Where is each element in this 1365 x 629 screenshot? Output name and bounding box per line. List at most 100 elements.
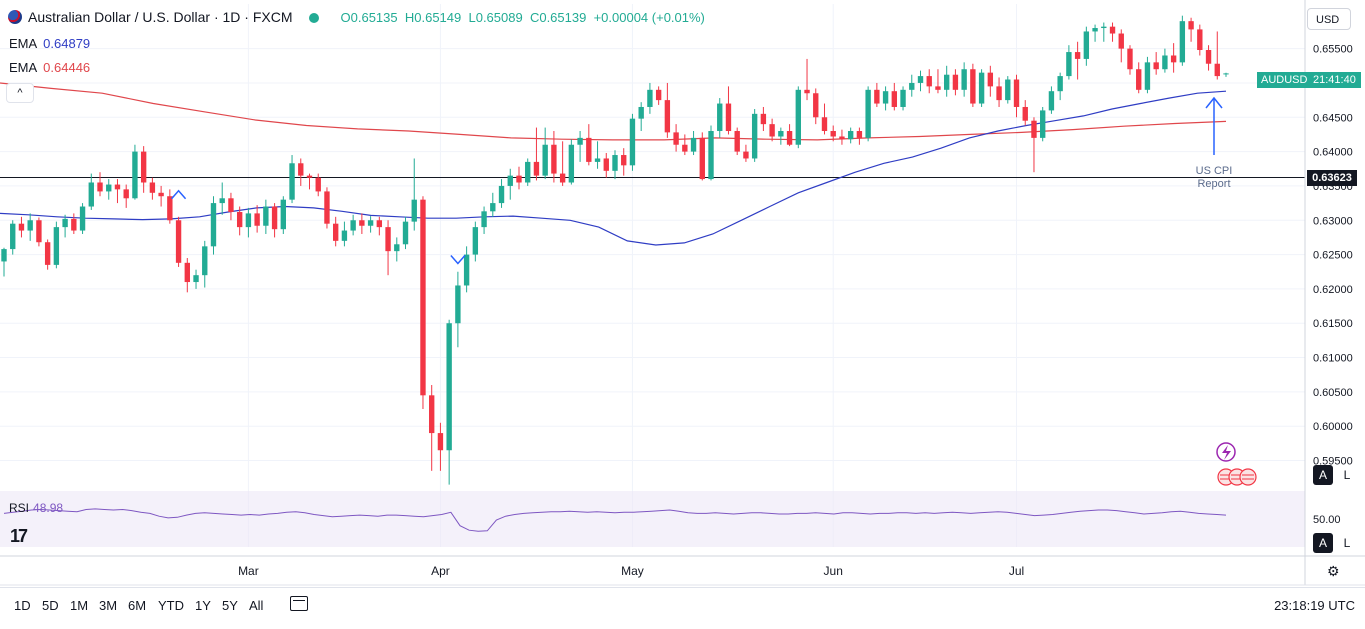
time-axis[interactable]: Mar Apr May Jun Jul xyxy=(238,564,1024,578)
candle-body xyxy=(254,213,260,226)
candle-body xyxy=(760,113,767,125)
candle-body xyxy=(429,395,435,434)
price-tick-label: 0.65500 xyxy=(1313,44,1353,56)
candle-body xyxy=(315,177,321,192)
candle-body xyxy=(472,227,479,255)
ema-fast-series xyxy=(0,90,1227,246)
ema-slow-legend[interactable]: EMA 0.64446 xyxy=(9,60,90,75)
candle-body xyxy=(1205,49,1212,64)
candle-body xyxy=(882,91,889,104)
price-tick-label: 0.62500 xyxy=(1313,250,1353,262)
candle-body xyxy=(1118,33,1124,49)
range-5y-button[interactable]: 5Y xyxy=(222,598,238,613)
grid xyxy=(0,4,1305,547)
range-5d-button[interactable]: 5D xyxy=(42,598,59,613)
candle-body xyxy=(36,220,42,243)
price-tick-label: 0.61500 xyxy=(1313,318,1353,330)
candle-body xyxy=(577,137,583,145)
candle-body xyxy=(193,275,199,283)
symbol-title[interactable]: Australian Dollar / U.S. Dollar · 1D · F… xyxy=(28,9,293,25)
candle-body xyxy=(1022,106,1028,121)
range-1y-button[interactable]: 1Y xyxy=(195,598,211,613)
candle-body xyxy=(743,151,749,159)
candle-body xyxy=(839,136,845,140)
candle-body xyxy=(88,182,94,207)
lightning-bolt-icon xyxy=(1222,445,1231,460)
candle-body xyxy=(184,262,190,283)
candle-body xyxy=(1,249,7,262)
candle-body xyxy=(568,144,575,183)
rsi-band xyxy=(0,491,1305,547)
tradingview-logo-icon[interactable]: 17 xyxy=(10,526,28,546)
candle-body xyxy=(1092,28,1098,32)
price-tick-label: 0.64500 xyxy=(1313,112,1353,124)
candle-body xyxy=(900,89,906,107)
rsi-label: RSI xyxy=(9,501,30,515)
log-scale-button[interactable]: L xyxy=(1343,468,1351,482)
range-1d-button[interactable]: 1D xyxy=(14,598,31,613)
candle-body xyxy=(1170,55,1177,63)
range-all-button[interactable]: All xyxy=(249,598,264,613)
candle-body xyxy=(751,113,758,159)
candle-body xyxy=(699,137,705,180)
candle-body xyxy=(594,158,601,162)
candle-body xyxy=(167,196,173,221)
time-tick-label: Jun xyxy=(824,564,843,578)
current-price-tag: AUDUSD 21:41:40 xyxy=(1257,72,1361,88)
candle-body xyxy=(97,182,103,192)
candle-body xyxy=(804,89,810,94)
candle-body xyxy=(1048,91,1055,111)
candle-body xyxy=(847,131,854,140)
range-3m-button[interactable]: 3M xyxy=(99,598,118,613)
range-6m-button[interactable]: 6M xyxy=(128,598,147,613)
candle-body xyxy=(725,103,732,132)
candle-body xyxy=(909,82,915,90)
candle-body xyxy=(158,192,164,197)
ema-fast-value: 0.64879 xyxy=(43,36,91,51)
candle-body xyxy=(498,185,505,204)
candle-body xyxy=(394,244,400,252)
currency-select[interactable]: USD xyxy=(1307,8,1351,30)
candle-body xyxy=(682,144,688,152)
calendar-icon[interactable] xyxy=(290,596,308,611)
price-tick-label: 0.61000 xyxy=(1313,353,1353,365)
candle-body xyxy=(106,184,112,192)
time-tick-label: Mar xyxy=(238,564,259,578)
range-1m-button[interactable]: 1M xyxy=(70,598,89,613)
candle-body xyxy=(1144,62,1151,90)
candle-body xyxy=(350,220,356,231)
candle-body xyxy=(367,220,374,226)
candle-body xyxy=(71,218,77,231)
price-tick-label: 0.64000 xyxy=(1313,147,1353,159)
rsi-legend[interactable]: RSI 48.98 xyxy=(9,501,63,515)
settings-icon[interactable]: ⚙ xyxy=(1327,563,1340,579)
candle-body xyxy=(324,191,330,224)
candle-body xyxy=(952,74,959,90)
rsi-auto-scale-button[interactable]: A xyxy=(1313,533,1333,553)
time-tick-label: May xyxy=(621,564,644,578)
candle-body xyxy=(525,161,531,183)
candles xyxy=(1,15,1229,485)
candle-body xyxy=(53,227,60,265)
candle-body xyxy=(359,220,365,226)
low-value: L0.65089 xyxy=(468,10,523,25)
auto-scale-button[interactable]: A xyxy=(1313,465,1333,485)
candle-body xyxy=(1179,21,1186,63)
candle-body xyxy=(856,131,863,138)
candle-body xyxy=(708,131,714,180)
candle-body xyxy=(612,155,618,171)
candle-body xyxy=(1083,31,1090,59)
collapse-icon[interactable]: ^ xyxy=(6,83,34,103)
rsi-log-scale-button[interactable]: L xyxy=(1343,536,1351,550)
candle-body xyxy=(341,230,348,241)
range-ytd-button[interactable]: YTD xyxy=(158,598,184,613)
rsi-tick-label: 50.00 xyxy=(1313,514,1341,526)
price-tick-label: 0.59500 xyxy=(1313,456,1353,468)
ema-fast-legend[interactable]: EMA 0.64879 xyxy=(9,36,90,51)
utc-clock[interactable]: 23:18:19 UTC xyxy=(1274,598,1355,613)
time-tick-label: Apr xyxy=(431,564,450,578)
candle-body xyxy=(795,89,801,145)
candle-body xyxy=(1031,120,1037,138)
